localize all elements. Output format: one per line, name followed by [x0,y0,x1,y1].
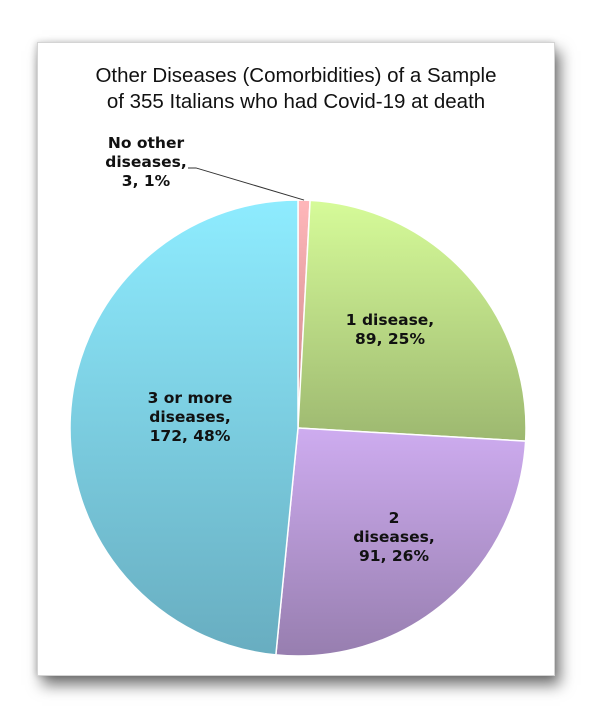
data-label-line: 91, 26% [359,547,429,565]
chart-card: Other Diseases (Comorbidities) of a Samp… [37,42,555,676]
chart-title-line-2: of 355 Italians who had Covid-19 at deat… [106,90,486,113]
data-label-no-other-diseases: No other diseases, 3, 1% [105,134,186,190]
data-label-line: 89, 25% [355,330,425,348]
data-label-line: diseases, [149,408,230,426]
data-label-1-disease: 1 disease, 89, 25% [346,311,434,348]
data-label-line: diseases, [105,153,186,171]
pie-slice-3-or-more-diseases [69,199,299,656]
data-label-line: diseases, [353,528,434,546]
data-label-line: 2 [389,509,400,527]
pie-chart: No other diseases, 3, 1%1 disease, 89, 25%2… [69,134,527,657]
pie-slice-2-diseases [275,427,527,657]
chart-title-line-1: Other Diseases (Comorbidities) of a Samp… [95,64,497,87]
pie-slice-1-disease [297,199,527,442]
data-label-2-diseases: 2 diseases, 91, 26% [353,509,434,565]
data-label-line: 3, 1% [122,172,171,190]
data-label-line: No other [108,134,185,152]
data-label-3-or-more-diseases: 3 or more diseases, 172, 48% [148,389,233,445]
chart-title: Other Diseases (Comorbidities) of a Samp… [38,63,554,115]
data-label-line: 172, 48% [150,427,231,445]
data-label-line: 1 disease, [346,311,434,329]
leader-line-no-other-diseases [188,167,305,201]
data-label-line: 3 or more [148,389,233,407]
